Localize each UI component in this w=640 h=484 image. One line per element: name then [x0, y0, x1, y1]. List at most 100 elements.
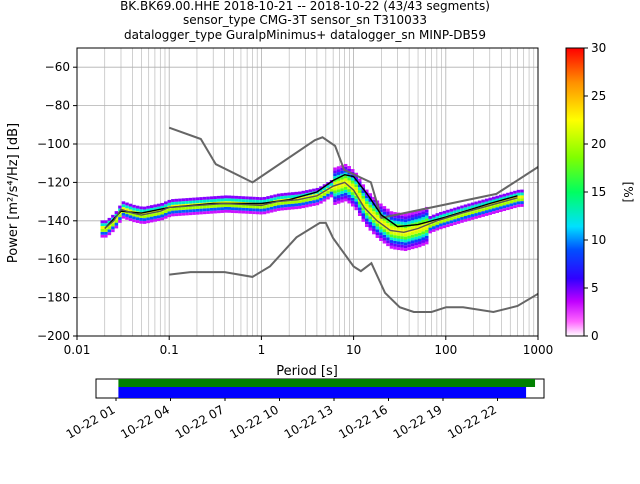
psd-density-cell	[368, 193, 373, 197]
psd-density-cell	[424, 232, 429, 236]
psd-density-cell	[266, 196, 270, 200]
psd-density-cell	[223, 206, 228, 210]
y-tick-label: −200	[37, 329, 70, 343]
psd-density-cell	[273, 194, 277, 198]
psd-density-cell	[100, 220, 105, 224]
psd-density-cell	[414, 219, 418, 223]
psd-density-cell	[428, 230, 433, 234]
psd-density-cell	[417, 209, 422, 213]
psd-density-cell	[414, 216, 418, 220]
psd-density-cell	[389, 225, 394, 229]
psd-density-cell	[192, 212, 196, 215]
psd-density-cell	[403, 239, 408, 243]
psd-density-cell	[396, 227, 401, 230]
psd-density-cell	[410, 211, 415, 215]
psd-density-cell	[357, 201, 362, 205]
psd-density-cell	[506, 195, 510, 199]
psd-density-cell	[396, 218, 401, 222]
psd-density-cell	[227, 204, 232, 208]
psd-density-cell	[329, 188, 334, 192]
psd-density-cell	[312, 197, 316, 201]
psd-density-cell	[128, 203, 133, 207]
psd-density-cell	[347, 191, 351, 195]
psd-density-cell	[477, 212, 482, 215]
psd-density-cell	[174, 210, 179, 214]
psd-density-cell	[192, 200, 196, 204]
psd-density-cell	[382, 217, 387, 221]
psd-density-cell	[414, 236, 418, 240]
psd-density-cell	[283, 204, 288, 208]
psd-density-cell	[414, 230, 418, 234]
psd-density-cell	[255, 211, 260, 215]
psd-density-cell	[139, 209, 143, 213]
psd-density-cell	[516, 201, 521, 205]
psd-density-cell	[463, 207, 468, 211]
colorbar-gradient	[565, 47, 585, 337]
psd-density-cell	[432, 229, 436, 232]
psd-density-cell	[259, 202, 263, 206]
psd-density-cell	[153, 204, 157, 208]
psd-density-cell	[414, 210, 418, 214]
psd-density-cell	[403, 245, 408, 249]
psd-density-cell	[372, 228, 376, 232]
psd-density-cell	[368, 227, 373, 231]
psd-density-cell	[340, 185, 344, 189]
psd-density-cell	[199, 205, 203, 209]
psd-density-cell	[132, 219, 136, 223]
psd-density-cell	[174, 204, 179, 208]
psd-density-cell	[111, 226, 115, 230]
psd-density-cell	[326, 185, 330, 188]
psd-density-cell	[248, 211, 253, 214]
psd-density-cell	[149, 219, 154, 223]
psd-density-cell	[220, 195, 224, 199]
psd-density-cell	[104, 231, 108, 235]
psd-density-cell	[227, 195, 232, 199]
psd-density-cell	[121, 207, 126, 210]
psd-density-cell	[350, 169, 355, 172]
psd-density-cell	[343, 189, 348, 193]
psd-density-cell	[164, 212, 168, 216]
psd-density-cell	[347, 183, 351, 187]
psd-density-cell	[188, 212, 193, 216]
psd-density-cell	[400, 218, 404, 222]
psd-density-cell	[403, 242, 408, 246]
psd-density-cell	[333, 193, 337, 197]
psd-density-cell	[446, 209, 450, 213]
x-tick-label: 0.01	[64, 343, 91, 357]
psd-density-cell	[347, 197, 351, 201]
psd-density-cell	[287, 206, 291, 210]
psd-density-cell	[322, 184, 327, 188]
x-tick-label: 10	[346, 343, 361, 357]
psd-density-cell	[252, 208, 256, 212]
psd-density-cell	[241, 207, 246, 211]
psd-density-cell	[393, 246, 397, 250]
psd-density-cell	[255, 199, 260, 203]
psd-density-cell	[195, 206, 200, 209]
psd-density-cell	[421, 234, 425, 238]
psd-density-cell	[389, 219, 394, 223]
psd-density-cell	[220, 198, 224, 202]
psd-density-cell	[160, 211, 165, 215]
psd-density-cell	[460, 217, 464, 220]
psd-density-cell	[343, 184, 348, 187]
psd-density-cell	[417, 244, 422, 248]
psd-density-cell	[209, 199, 214, 203]
psd-density-cell	[407, 238, 411, 242]
psd-density-cell	[491, 196, 496, 200]
psd-density-cell	[241, 210, 246, 214]
psd-density-cell	[174, 198, 179, 202]
psd-density-cell	[520, 192, 524, 196]
psd-density-cell	[379, 206, 383, 210]
psd-density-cell	[245, 207, 249, 211]
psd-density-cell	[287, 195, 291, 199]
psd-density-cell	[146, 208, 150, 212]
psd-density-cell	[400, 244, 404, 248]
psd-density-cell	[153, 218, 157, 222]
psd-density-cell	[273, 197, 277, 201]
psd-density-cell	[290, 195, 295, 198]
psd-density-cell	[379, 235, 383, 239]
timeline-bar-psd	[118, 387, 527, 398]
psd-density-cell	[474, 210, 478, 214]
psd-density-cell	[403, 222, 408, 226]
